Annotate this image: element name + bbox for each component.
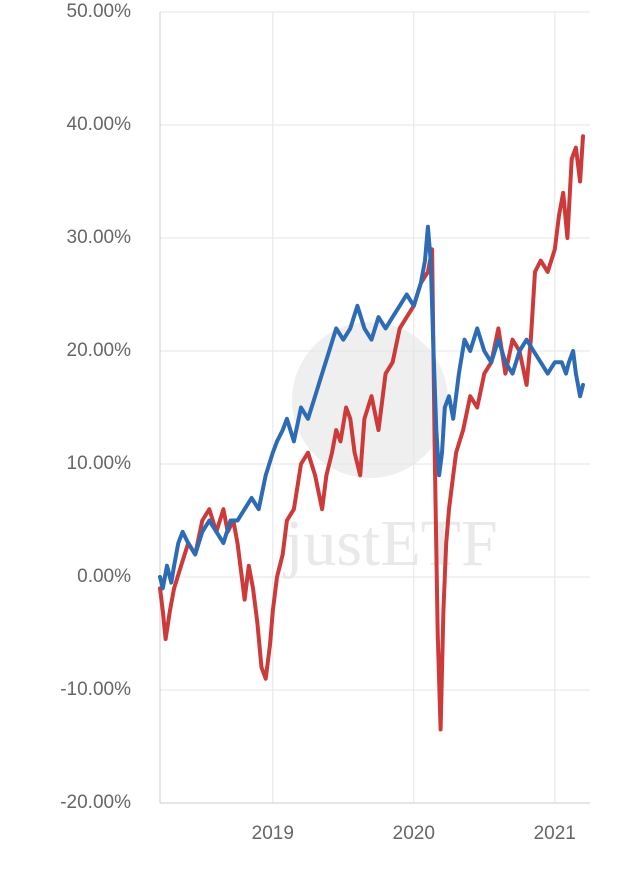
series-lines — [158, 134, 585, 732]
y-tick-label: 20.00% — [67, 340, 132, 361]
y-tick-label: -20.00% — [60, 792, 131, 813]
series-line-1 — [158, 134, 585, 732]
watermark-text: justETF — [283, 507, 498, 580]
y-tick-label: -10.00% — [60, 679, 131, 700]
x-tick-labels: 2019 2020 2021 — [252, 823, 576, 844]
series-line-2 — [158, 224, 585, 591]
y-tick-label: 40.00% — [67, 114, 132, 135]
y-tick-label: 0.00% — [77, 566, 131, 587]
y-tick-labels: -20.00% -10.00% 0.00% 10.00% 20.00% 30.00% 40.… — [60, 1, 131, 813]
x-tick-label: 2020 — [393, 823, 435, 844]
y-tick-label: 30.00% — [67, 227, 132, 248]
y-tick-label: 10.00% — [67, 453, 132, 474]
y-tick-label: 50.00% — [67, 1, 132, 22]
x-gridlines — [272, 12, 556, 803]
x-tick-label: 2019 — [252, 823, 294, 844]
watermark: justETF — [283, 322, 498, 580]
x-tick-label: 2021 — [534, 823, 576, 844]
